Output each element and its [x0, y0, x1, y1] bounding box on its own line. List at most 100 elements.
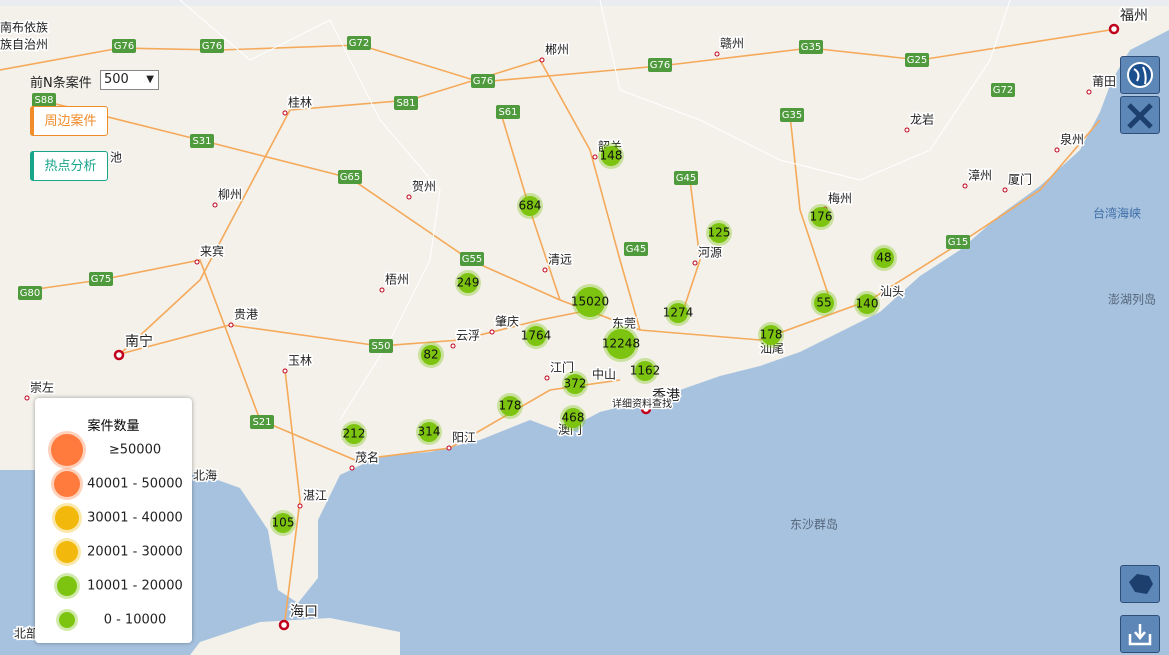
road-label: G75	[91, 274, 111, 285]
cluster-count: 148	[600, 149, 623, 163]
cluster	[458, 273, 478, 293]
place-label: 梅州	[828, 191, 852, 206]
place-label: 汕尾	[760, 342, 784, 356]
cluster	[421, 345, 441, 365]
place-label: 莆田	[1092, 75, 1116, 89]
cluster-count: 125	[708, 226, 731, 240]
globe-button[interactable]	[1120, 56, 1160, 94]
cluster	[419, 422, 439, 442]
cluster	[500, 396, 520, 416]
cluster-count: 12248	[602, 337, 640, 351]
cluster-count: 468	[562, 411, 585, 425]
china-map-button[interactable]	[1120, 565, 1160, 603]
place-dot	[1086, 89, 1092, 95]
cluster	[520, 196, 540, 216]
cluster	[563, 408, 583, 428]
place-dot	[446, 445, 452, 451]
cluster	[273, 513, 293, 533]
place-label: 肇庆	[495, 314, 519, 329]
road-label: G76	[473, 76, 493, 87]
place-label: 柳州	[218, 188, 242, 202]
place-label: 汕头	[880, 285, 904, 299]
place-dot	[714, 51, 720, 57]
place-dot	[406, 194, 412, 200]
legend-label: 20001 - 30000	[87, 545, 183, 560]
cluster	[526, 326, 546, 346]
place-dot	[539, 57, 545, 63]
cluster	[709, 223, 729, 243]
sea-label: 澎湖列岛	[1108, 292, 1156, 307]
place-label: 南宁	[125, 333, 153, 350]
place-label: 南布依族	[0, 20, 48, 35]
road-shield	[250, 415, 274, 429]
place-dot	[489, 329, 495, 335]
road-shield	[648, 58, 672, 72]
place-label: 族自治州	[0, 38, 48, 52]
top-n-label: 前N条案件	[30, 76, 92, 91]
cluster-count: 1274	[663, 306, 694, 320]
place-label: 海口	[290, 604, 318, 620]
city-marker	[113, 349, 125, 361]
road-shield	[496, 105, 520, 119]
road-shield	[338, 170, 362, 184]
legend-swatch	[54, 471, 80, 497]
legend-swatch	[57, 576, 77, 596]
place-dot	[228, 322, 234, 328]
top-n-select[interactable]: 500 ▼	[100, 70, 159, 90]
cluster-count: 176	[810, 210, 833, 224]
city-marker	[640, 403, 652, 415]
cluster-count: 55	[816, 296, 831, 310]
cluster	[874, 248, 894, 268]
road-shield	[624, 242, 648, 256]
legend-swatch	[56, 541, 78, 563]
legend-swatch	[55, 506, 79, 530]
place-dot	[349, 465, 355, 471]
cluster-count: 178	[499, 399, 522, 413]
cluster-count: 212	[343, 427, 366, 441]
hotspot-button[interactable]: 热点分析	[30, 151, 108, 181]
place-label: 玉林	[288, 354, 312, 368]
road-label: G76	[650, 60, 670, 71]
export-button[interactable]	[1120, 615, 1160, 653]
tools-icon	[1127, 103, 1153, 129]
road-shield	[32, 93, 56, 107]
china-icon	[1129, 574, 1153, 594]
legend-items: ≥50000 40001 - 50000 30001 - 40000 20001 - …	[48, 431, 183, 631]
top-n-value: 500	[104, 72, 129, 87]
place-dot	[962, 183, 968, 189]
cluster-count: 314	[418, 425, 441, 439]
road-shield	[347, 36, 371, 50]
cluster	[814, 293, 834, 313]
road-label: G72	[349, 38, 369, 49]
cluster	[601, 146, 621, 166]
cluster-count: 105	[272, 516, 295, 530]
road-label: G35	[782, 110, 802, 121]
cluster	[811, 207, 831, 227]
road-shield	[471, 74, 495, 88]
sea-label: 台湾海峡	[1093, 206, 1141, 221]
city-marker	[278, 619, 290, 631]
sea	[0, 30, 1169, 655]
place-dot	[592, 154, 598, 160]
place-label: 龙岩	[910, 112, 934, 127]
place-dot	[212, 202, 218, 208]
place-dot	[194, 259, 200, 265]
road-label: G76	[202, 41, 222, 52]
road-shield	[780, 108, 804, 122]
road-label: S50	[371, 341, 390, 352]
road-shield	[394, 96, 418, 110]
road-label: S61	[498, 107, 517, 118]
road-label: G65	[340, 172, 360, 183]
cluster-count: 372	[564, 377, 587, 391]
place-label: 阳江	[452, 431, 476, 445]
road-label: G80	[20, 288, 40, 299]
place-dot	[24, 395, 30, 401]
place-label: 详细资料查找	[612, 397, 672, 410]
road-label: G72	[993, 85, 1013, 96]
place-label: 赣州	[720, 37, 744, 51]
cluster	[668, 303, 688, 323]
nearby-cases-button[interactable]: 周边案件	[30, 106, 108, 136]
tools-button[interactable]	[1120, 96, 1160, 134]
road-shield	[460, 252, 484, 266]
